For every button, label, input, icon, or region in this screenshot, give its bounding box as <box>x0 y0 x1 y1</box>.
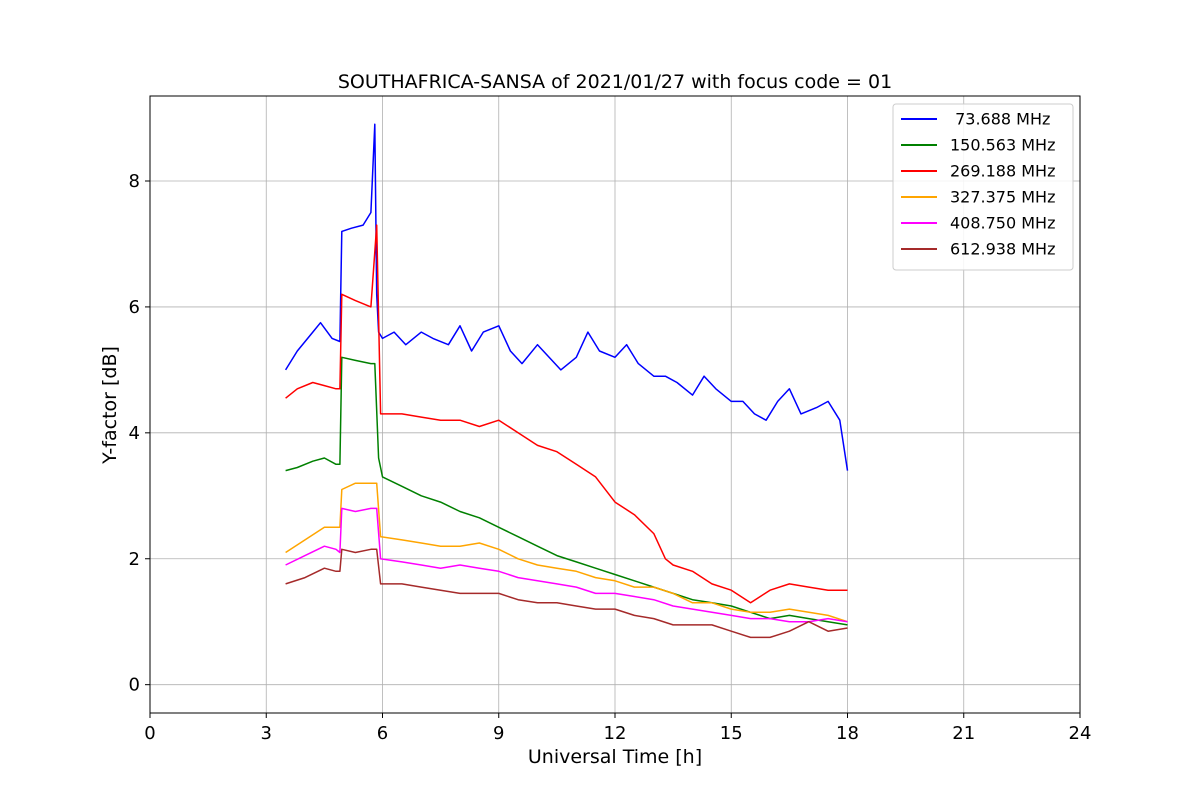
y-tick-label: 2 <box>129 549 140 570</box>
x-tick-label: 3 <box>261 723 272 744</box>
series-line-1 <box>285 356 848 626</box>
series-line-4 <box>285 507 848 623</box>
y-tick-label: 4 <box>129 423 140 444</box>
series-layer <box>284 123 849 639</box>
y-tick-label: 0 <box>129 675 140 696</box>
y-tick-label: 8 <box>129 171 140 192</box>
x-tick-label: 18 <box>836 723 859 744</box>
series-line-5 <box>285 548 848 639</box>
x-tick-label: 0 <box>144 723 155 744</box>
x-tick-label: 12 <box>604 723 627 744</box>
legend-entry-5: 612.938 MHz <box>950 240 1055 259</box>
series-line-2 <box>285 224 848 604</box>
legend-entry-1: 150.563 MHz <box>950 136 1055 155</box>
series-line-0 <box>284 123 849 471</box>
x-tick-label: 15 <box>720 723 743 744</box>
x-axis-label: Universal Time [h] <box>528 746 702 768</box>
x-tick-label: 24 <box>1069 723 1092 744</box>
series-line-3 <box>285 482 848 623</box>
legend-entry-0: 73.688 MHz <box>950 110 1050 129</box>
legend-entry-3: 327.375 MHz <box>950 188 1055 207</box>
legend: 73.688 MHz 150.563 MHz 269.188 MHz 327.375 … <box>892 103 1074 271</box>
legend-entry-2: 269.188 MHz <box>950 162 1055 181</box>
y-axis-label: Y-factor [dB] <box>99 346 121 465</box>
x-tick-label: 9 <box>493 723 504 744</box>
y-tick-label: 6 <box>129 297 140 318</box>
legend-box <box>892 103 1074 271</box>
legend-entry-4: 408.750 MHz <box>950 214 1055 233</box>
x-tick-label: 6 <box>377 723 388 744</box>
x-tick-label: 21 <box>952 723 975 744</box>
chart-title: SOUTHAFRICA-SANSA of 2021/01/27 with foc… <box>338 71 892 93</box>
